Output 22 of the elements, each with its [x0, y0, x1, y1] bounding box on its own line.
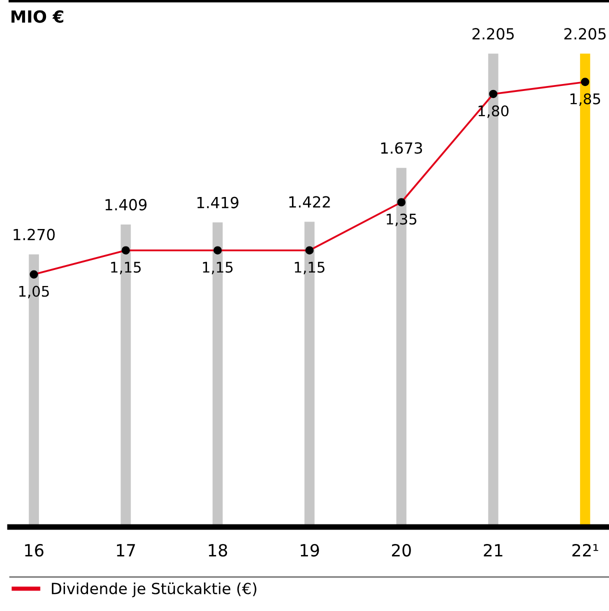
data-label: 1,80: [478, 105, 509, 118]
data-label: 1,35: [386, 214, 416, 226]
data-label: 1,15: [202, 262, 233, 274]
x-tick-label: 20: [392, 544, 411, 557]
x-tick-label: 18: [208, 544, 228, 557]
y-axis-title: MIO €: [12, 10, 64, 23]
legend-label: Dividende je Stückaktie (€): [52, 582, 256, 598]
data-label: 1.673: [381, 142, 422, 154]
data-label: 1,15: [294, 262, 324, 274]
data-label: 1,15: [111, 262, 141, 274]
data-label: 2.205: [472, 28, 514, 40]
data-label: 1,05: [19, 286, 49, 298]
data-label: 1.270: [14, 228, 55, 240]
x-tick-label: 19: [300, 544, 319, 557]
x-tick-label: 21: [484, 544, 502, 556]
data-label: 1.419: [197, 196, 238, 208]
data-label: 1.409: [106, 198, 147, 210]
x-tick-label: 17: [116, 544, 135, 556]
x-tick-label: 16: [25, 544, 44, 557]
data-label: 2.205: [564, 28, 606, 40]
data-label: 1.422: [289, 196, 330, 208]
x-tick-label: 22¹: [572, 544, 598, 556]
